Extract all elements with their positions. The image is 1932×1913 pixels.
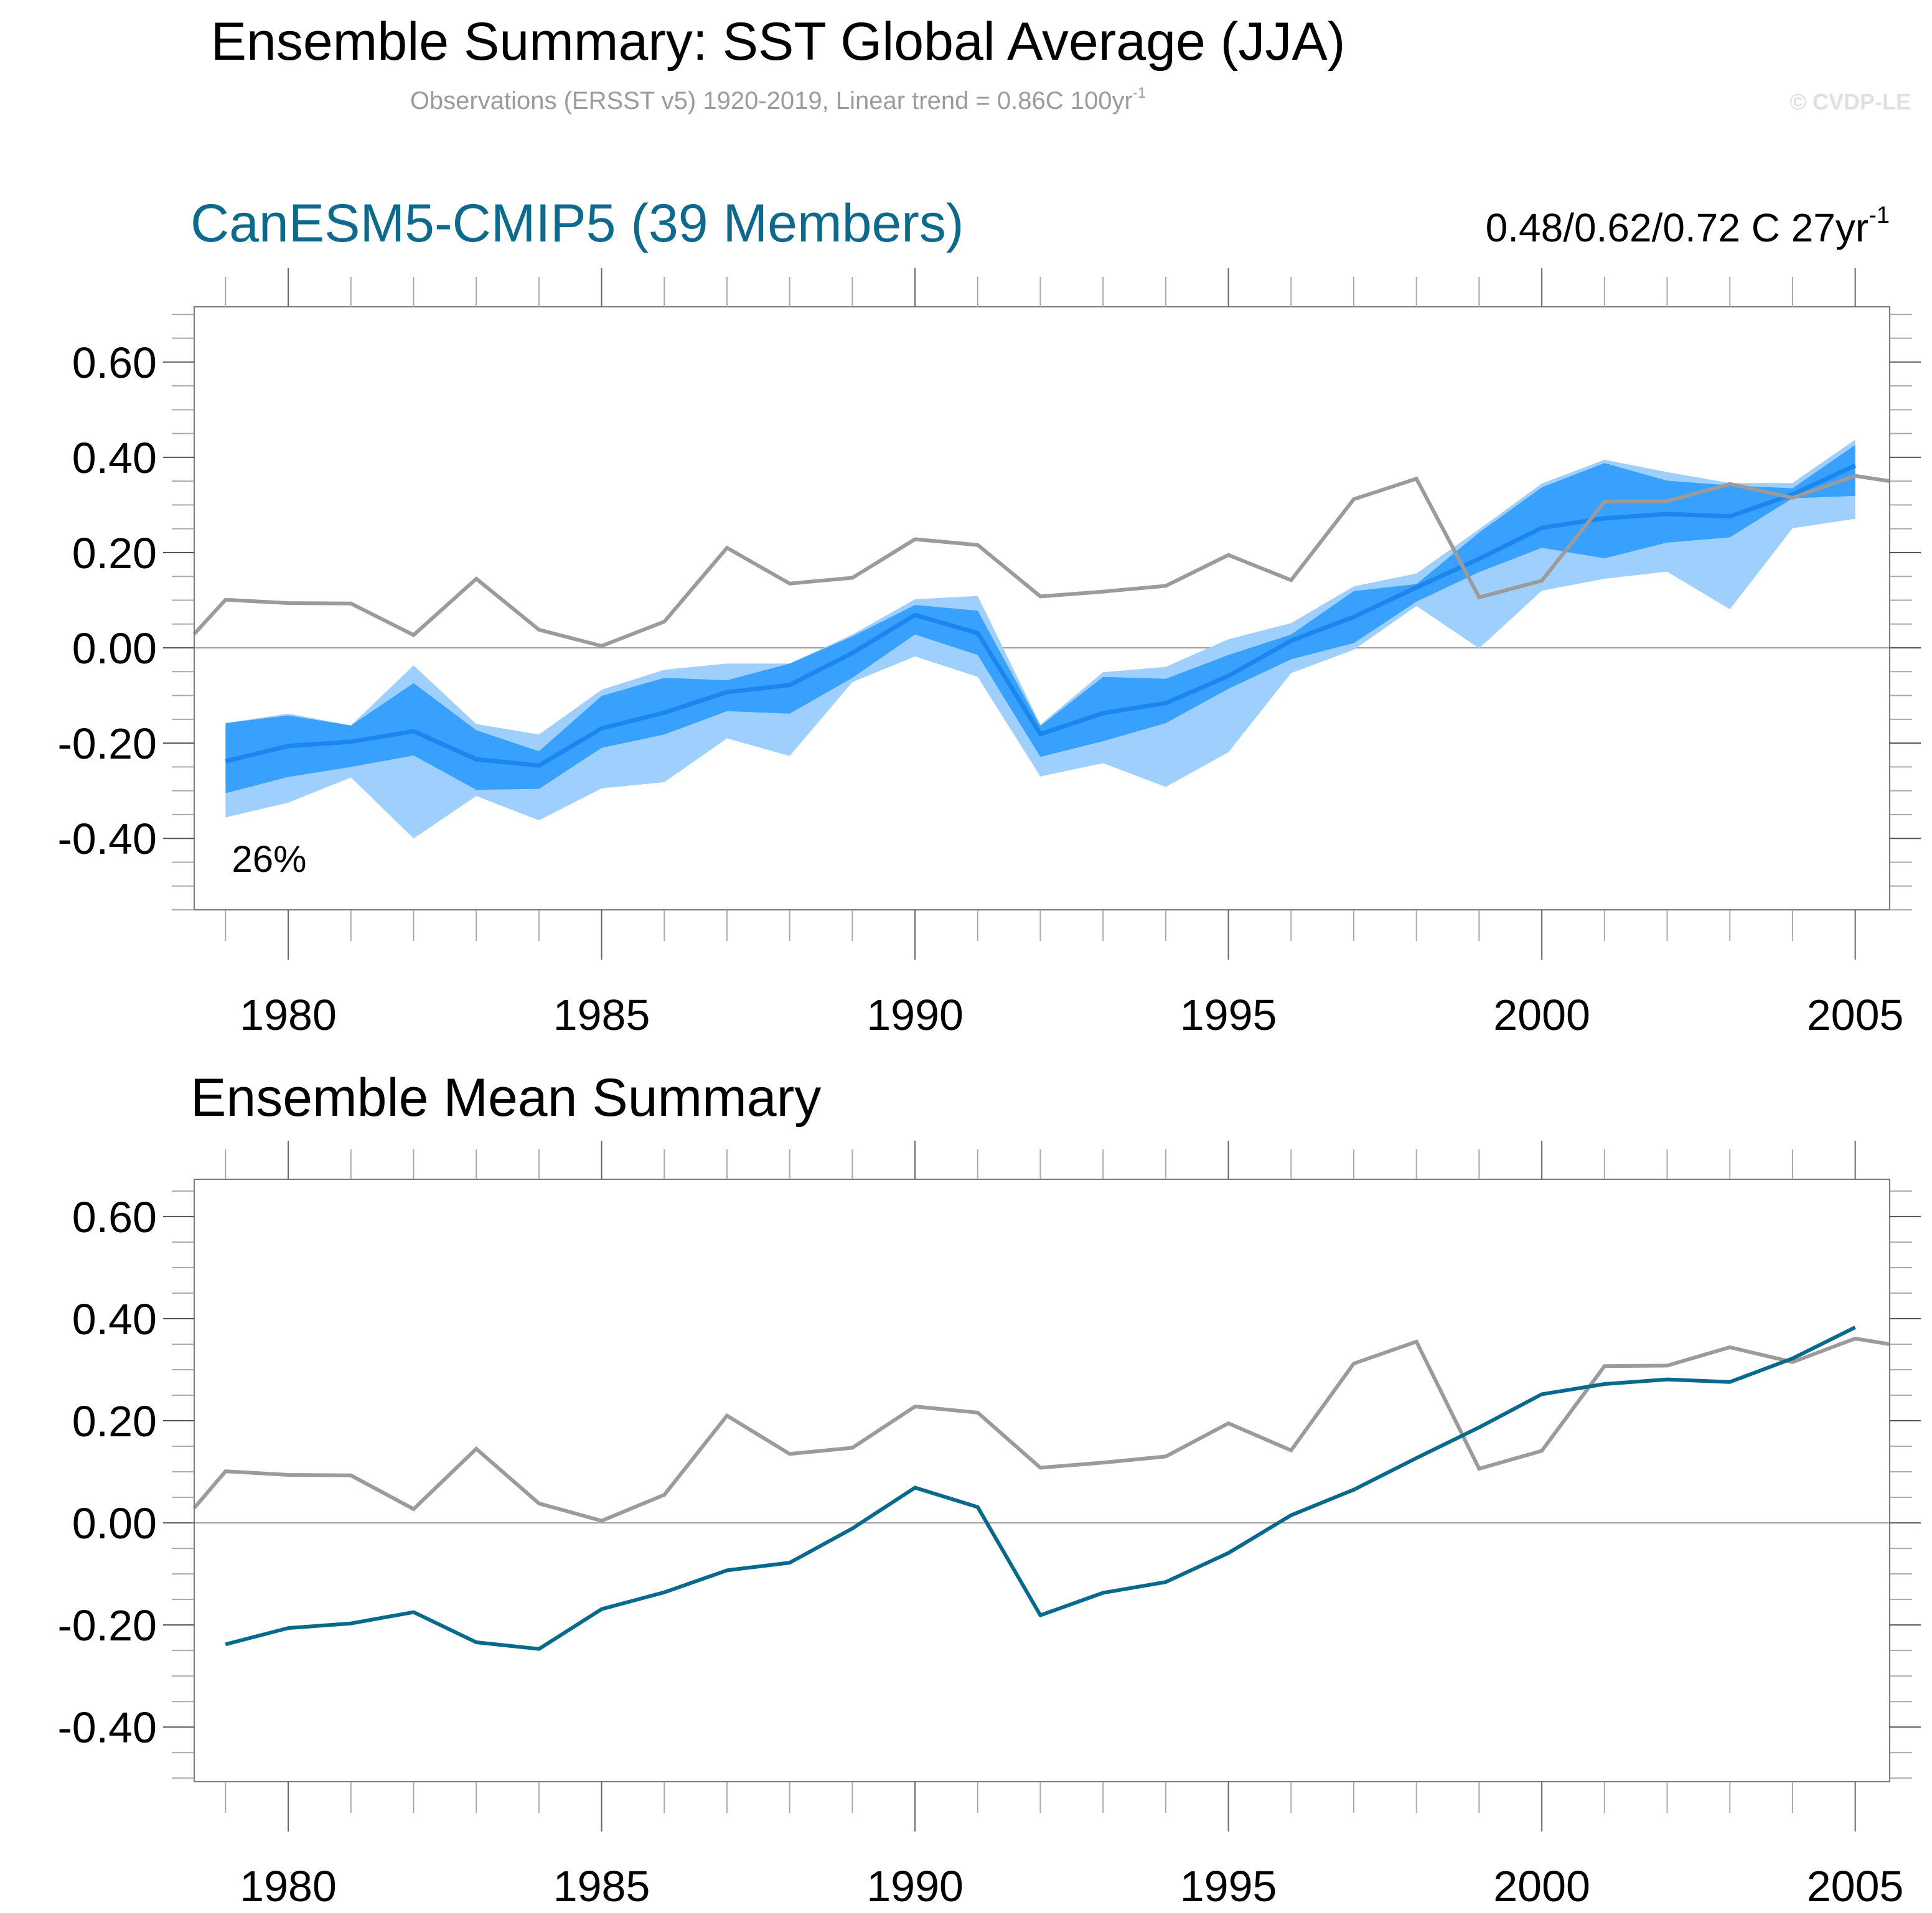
top-x-tick-label: 1995 [1180,991,1277,1039]
bottom-y-tick-label: 0.20 [72,1397,157,1446]
bottom-observations-line [192,1336,1890,1523]
bottom-y-tick-label: 0.40 [72,1295,157,1344]
bottom-x-tick-label: 1980 [240,1862,337,1911]
bottom-plot-frame [194,1179,1890,1782]
bottom-y-tick-label: -0.20 [57,1601,157,1650]
trend-superscript: -1 [1869,202,1890,228]
top-y-tick-label: 0.20 [72,529,157,578]
top-x-tick-label: 1980 [240,991,337,1039]
trend-text: 0.48/0.62/0.72 C 27yr [1485,205,1869,250]
top-y-tick-label: 0.60 [72,339,157,387]
top-panel-title: CanESM5-CMIP5 (39 Members) [190,194,964,253]
top-observations-line [192,474,1890,648]
bottom-y-tick-label: -0.40 [57,1703,157,1752]
main-title: Ensemble Summary: SST Global Average (JJ… [210,12,1346,72]
top-y-tick-label: 0.40 [72,434,157,482]
subtitle-superscript: -1 [1132,85,1147,101]
bottom-x-tick-label: 2005 [1807,1862,1904,1911]
bottom-panel-plot: 0.60 0.40 0.20 0.00 -0.20 -0.40 1980 1985 1990 19… [57,1141,1921,1911]
top-inner-spread-band [225,445,1855,793]
top-percent-annotation: 26% [232,838,306,880]
bottom-x-tick-label: 1985 [553,1862,650,1911]
top-x-tick-label: 1990 [866,991,964,1039]
bottom-y-tick-label: 0.60 [72,1193,157,1242]
subtitle-text: Observations (ERSST v5) 1920-2019, Linea… [410,87,1133,115]
bottom-panel-title: Ensemble Mean Summary [190,1068,822,1128]
bottom-x-tick-label: 2000 [1493,1862,1590,1911]
top-y-tick-label: 0.00 [72,624,157,673]
bottom-x-tick-label: 1995 [1180,1862,1277,1911]
top-x-tick-label: 1985 [553,991,650,1039]
top-plot-frame [194,306,1890,910]
bottom-ensemble-mean-line [225,1326,1856,1651]
top-y-tick-label: -0.40 [57,815,157,863]
top-x-tick-label: 2005 [1807,991,1904,1039]
top-x-tick-label: 2000 [1493,991,1590,1039]
top-panel-trend-label: 0.48/0.62/0.72 C 27yr-1 [1486,202,1890,251]
copyright-label: © CVDP-LE [1789,89,1911,115]
bottom-x-tick-label: 1990 [866,1862,964,1911]
bottom-y-tick-label: 0.00 [72,1499,157,1548]
top-y-tick-label: -0.20 [57,719,157,768]
top-ensemble-mean-line [225,463,1857,768]
subtitle: Observations (ERSST v5) 1920-2019, Linea… [0,85,1556,115]
top-panel-plot: 0.60 0.40 0.20 0.00 -0.20 -0.40 1980 1985 1990 19… [57,268,1921,1039]
